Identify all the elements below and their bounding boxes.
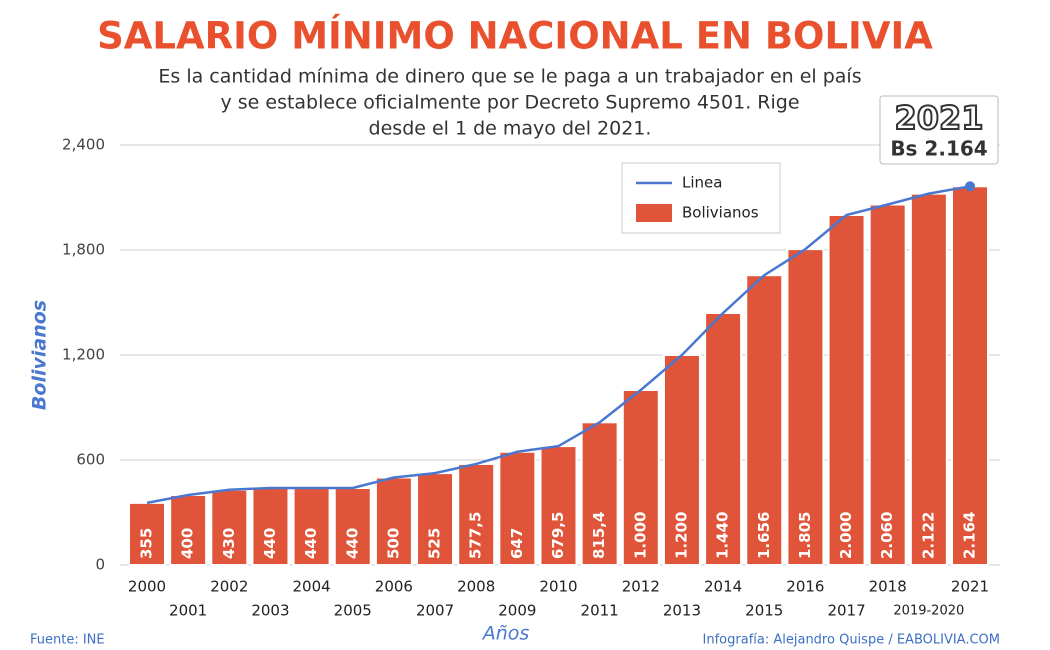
line bbox=[146, 185, 971, 505]
bar bbox=[745, 274, 784, 566]
legend-label: Bolivianos bbox=[682, 204, 759, 222]
x-tick-label: 2018 bbox=[869, 578, 907, 596]
value-label: 440 bbox=[302, 528, 320, 559]
value-label: 1.440 bbox=[714, 512, 732, 559]
bar bbox=[539, 445, 578, 566]
value-label: 440 bbox=[343, 528, 361, 559]
value-label: 2.122 bbox=[919, 512, 937, 559]
value-label: 1.805 bbox=[796, 512, 814, 559]
x-tick-label: 2019-2020 bbox=[893, 604, 964, 619]
x-tick-label: 2016 bbox=[786, 578, 824, 596]
legend-swatch bbox=[636, 204, 672, 222]
callout-box bbox=[879, 95, 999, 165]
bar bbox=[951, 185, 989, 567]
value-label: 679,5 bbox=[549, 512, 567, 559]
bar bbox=[662, 354, 701, 566]
value-label: 815,4 bbox=[590, 512, 608, 559]
value-label: 355 bbox=[138, 528, 156, 559]
x-tick-label: 2006 bbox=[375, 578, 413, 596]
x-tick-label: 2002 bbox=[210, 578, 248, 596]
bar bbox=[333, 487, 372, 566]
value-label: 400 bbox=[179, 528, 197, 559]
y-tick-label: 0 bbox=[95, 556, 105, 574]
plot: 06001,2001,8002,400200020012002200320042… bbox=[62, 136, 1000, 620]
x-tick-label: 2013 bbox=[663, 602, 701, 620]
callout-text: Bs 2.164 bbox=[890, 137, 987, 161]
value-label: 2.164 bbox=[961, 512, 979, 559]
value-label: 2.060 bbox=[878, 512, 896, 559]
x-tick-label: 2012 bbox=[622, 578, 660, 596]
x-tick-label: 2008 bbox=[457, 578, 495, 596]
bar bbox=[498, 450, 537, 566]
value-label: 1.200 bbox=[672, 512, 690, 559]
credit: Infografía: Alejandro Quispe / EABOLIVIA… bbox=[703, 633, 1000, 648]
x-tick-label: 2001 bbox=[169, 602, 207, 620]
bar bbox=[580, 421, 619, 566]
bar bbox=[827, 214, 866, 566]
value-label: 1.000 bbox=[631, 512, 649, 559]
y-tick-label: 600 bbox=[76, 451, 105, 469]
value-label: 525 bbox=[426, 528, 444, 559]
y-axis-label: Bolivianos bbox=[29, 300, 51, 410]
subtitle: y se establece oficialmente por Decreto … bbox=[220, 92, 799, 114]
y-tick-label: 1,800 bbox=[62, 241, 105, 259]
value-label: 577,5 bbox=[467, 512, 485, 559]
bar bbox=[868, 203, 907, 566]
legend-label: Linea bbox=[682, 174, 722, 192]
y-tick-label: 1,200 bbox=[62, 346, 105, 364]
source: Fuente: INE bbox=[30, 633, 105, 648]
x-tick-label: 2000 bbox=[128, 578, 166, 596]
value-label: 647 bbox=[508, 528, 526, 559]
bar bbox=[251, 487, 290, 566]
y-tick-label: 2,400 bbox=[62, 136, 105, 154]
value-label: 430 bbox=[220, 528, 238, 559]
x-tick-label: 2017 bbox=[827, 602, 865, 620]
x-tick-label: 2009 bbox=[498, 602, 536, 620]
bar bbox=[786, 248, 825, 566]
subtitle: Es la cantidad mínima de dinero que se l… bbox=[158, 66, 861, 88]
bar bbox=[169, 494, 208, 566]
x-tick-label: 2007 bbox=[416, 602, 454, 620]
x-tick-label: 2003 bbox=[251, 602, 289, 620]
x-tick-label: 2021 bbox=[951, 578, 989, 596]
value-label: 440 bbox=[261, 528, 279, 559]
highlight-point bbox=[965, 181, 975, 192]
value-label: 2.000 bbox=[837, 512, 855, 559]
chart-title: SALARIO MÍNIMO NACIONAL EN BOLIVIA bbox=[97, 14, 933, 58]
bar bbox=[210, 488, 249, 566]
x-tick-label: 2011 bbox=[581, 602, 619, 620]
callout-title: 2021 bbox=[894, 99, 983, 137]
subtitle: desde el 1 de mayo del 2021. bbox=[369, 118, 652, 140]
x-axis-label: Años bbox=[481, 623, 530, 645]
value-label: 500 bbox=[384, 528, 402, 559]
bar bbox=[128, 501, 166, 566]
value-label: 1.656 bbox=[755, 512, 773, 559]
bar bbox=[909, 192, 948, 566]
bar bbox=[457, 462, 496, 566]
bar bbox=[416, 472, 455, 566]
x-tick-label: 2005 bbox=[334, 602, 372, 620]
x-tick-label: 2014 bbox=[704, 578, 742, 596]
x-tick-label: 2004 bbox=[293, 578, 331, 596]
x-tick-label: 2015 bbox=[745, 602, 783, 620]
x-tick-label: 2010 bbox=[539, 578, 577, 596]
